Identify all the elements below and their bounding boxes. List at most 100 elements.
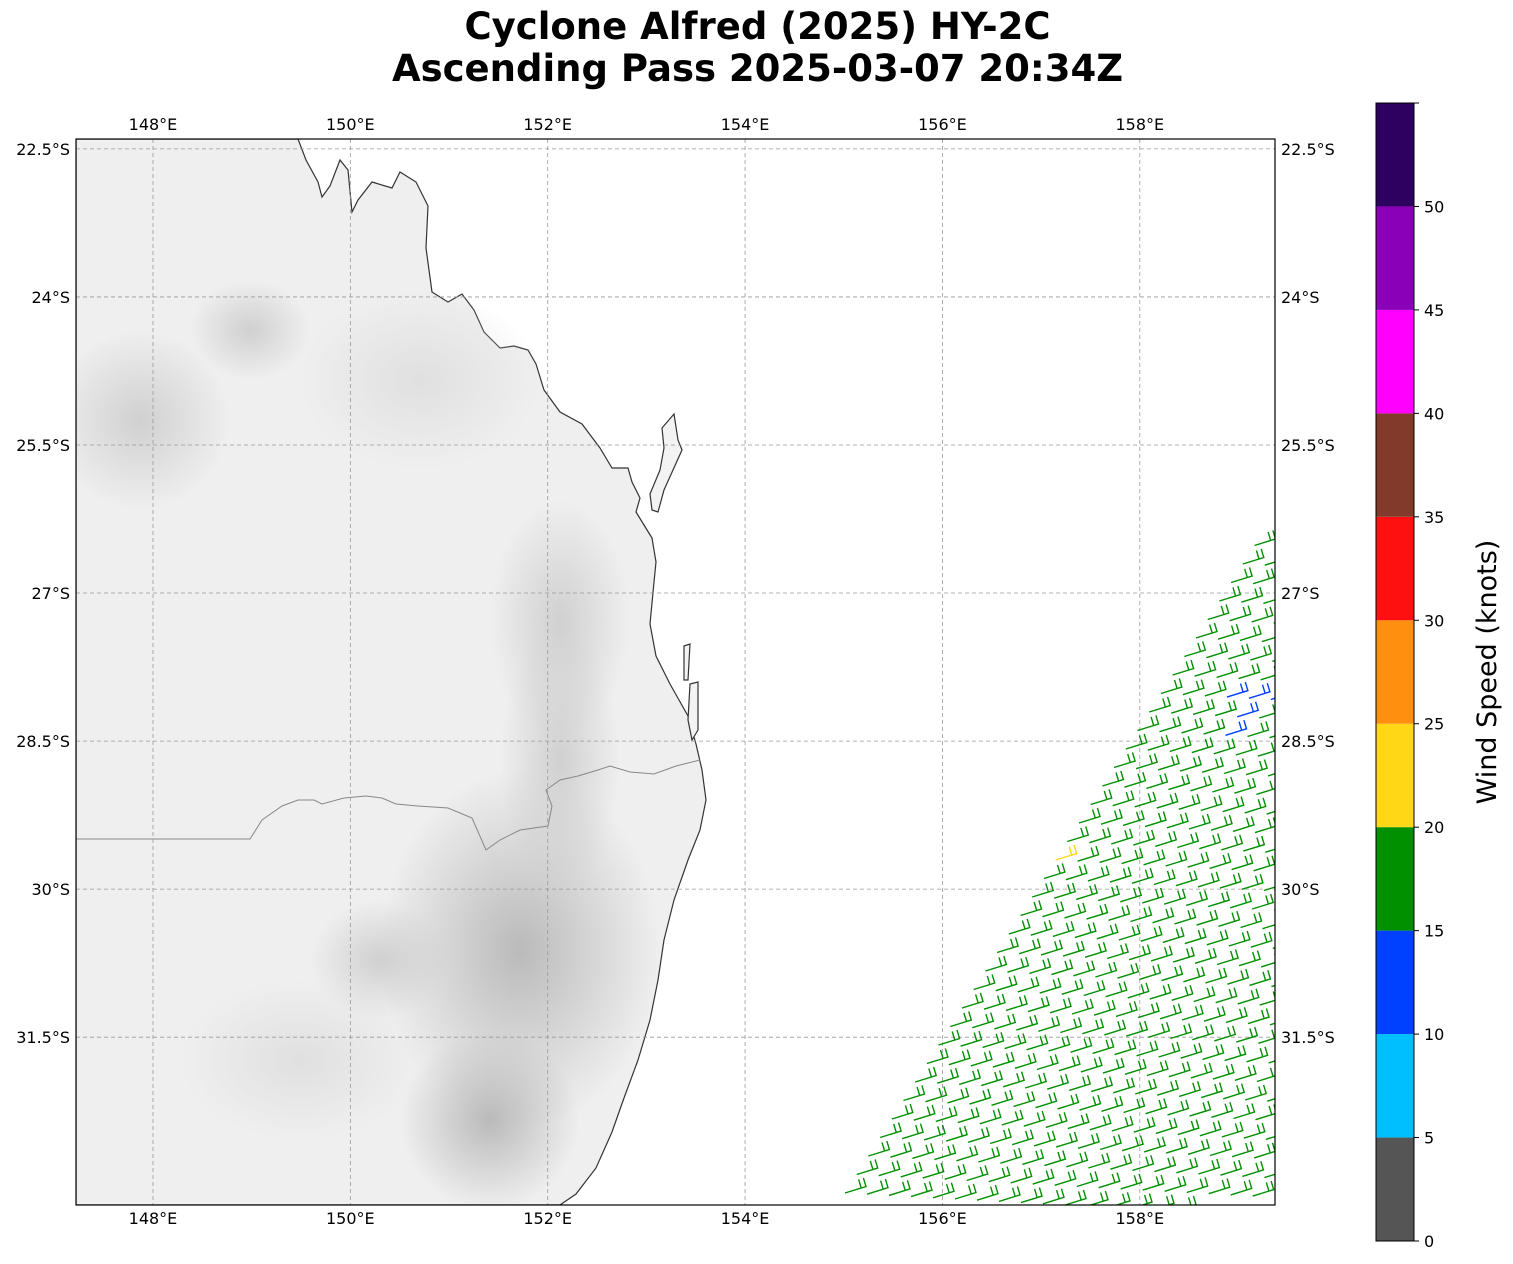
wind-barb-icon bbox=[1145, 1098, 1168, 1115]
wind-barb-icon bbox=[1215, 987, 1238, 1004]
wind-barb-icon bbox=[944, 1163, 967, 1180]
wind-barb-icon bbox=[1195, 622, 1218, 639]
wind-barb-icon bbox=[1249, 970, 1272, 987]
wind-barb-icon bbox=[1208, 1178, 1231, 1195]
wind-barb-icon bbox=[1011, 1129, 1034, 1146]
wind-barb-icon bbox=[1166, 812, 1189, 829]
wind-barb-icon bbox=[1070, 1036, 1093, 1053]
colorbar-tick-label-4: 20 bbox=[1424, 818, 1444, 837]
wind-barb-icon bbox=[1090, 1076, 1114, 1093]
wind-barb-icon bbox=[995, 975, 1018, 992]
wind-barb-icon bbox=[1150, 945, 1173, 962]
wind-barb-icon bbox=[1170, 1023, 1193, 1040]
wind-barb-icon bbox=[1131, 867, 1154, 884]
lat-tick-left-3: 27°S bbox=[31, 584, 70, 603]
wind-barb-icon bbox=[1144, 811, 1167, 828]
wind-barb-icon bbox=[1157, 754, 1180, 771]
wind-barb-icon bbox=[1177, 832, 1200, 849]
lat-tick-left-5: 30°S bbox=[31, 880, 70, 899]
wind-barb-icon bbox=[1168, 1061, 1191, 1078]
wind-barb-icon bbox=[1053, 882, 1077, 899]
wind-barb-icon bbox=[1089, 827, 1112, 844]
wind-barb-icon bbox=[1126, 1020, 1149, 1037]
wind-barb-icon bbox=[1102, 770, 1125, 787]
wind-barb-icon bbox=[1123, 1097, 1146, 1114]
wind-barb-icon bbox=[1080, 1056, 1103, 1073]
wind-barb-icon bbox=[1065, 864, 1088, 881]
wind-barb-icon bbox=[1089, 1114, 1112, 1131]
wind-barb-icon bbox=[1016, 1014, 1039, 1031]
wind-barb-icon bbox=[1124, 771, 1147, 788]
wind-barb-icon bbox=[913, 1104, 936, 1121]
wind-barb-icon bbox=[1200, 1082, 1224, 1099]
wind-barb-icon bbox=[1024, 1072, 1048, 1089]
wind-barb-icon bbox=[1035, 1092, 1058, 1109]
wind-barb-icon bbox=[1049, 997, 1072, 1014]
wind-barb-icon bbox=[1194, 947, 1217, 964]
wind-barb-icon bbox=[912, 1143, 935, 1160]
wind-barb-icon bbox=[1272, 946, 1275, 950]
wind-barb-icon bbox=[1264, 561, 1275, 566]
wind-barb-icon bbox=[1250, 644, 1273, 661]
wind-barb-icon bbox=[1184, 641, 1207, 658]
wind-barb-icon bbox=[1182, 679, 1205, 696]
wind-barb-icon bbox=[1076, 1171, 1099, 1188]
colorbar-tick-label-9: 45 bbox=[1424, 301, 1444, 320]
wind-barb-icon bbox=[1100, 808, 1123, 825]
wind-barb-icon bbox=[844, 1177, 867, 1194]
wind-barb-icon bbox=[1230, 1179, 1253, 1196]
colorbar-bin-3 bbox=[1376, 827, 1414, 931]
wind-barb-icon bbox=[1148, 1021, 1171, 1038]
wind-barb-icon bbox=[1242, 1161, 1265, 1178]
wind-barb-icon bbox=[1167, 1099, 1190, 1116]
wind-barb-icon bbox=[925, 1086, 948, 1103]
wind-barb-icon bbox=[996, 937, 1019, 954]
wind-barb-icon bbox=[1199, 1120, 1222, 1137]
wind-barb-icon bbox=[1190, 775, 1213, 792]
wind-barb-icon bbox=[1140, 925, 1163, 942]
wind-barb-icon bbox=[1178, 1081, 1202, 1098]
wind-barb-icon bbox=[1153, 869, 1176, 886]
wind-barb-icon bbox=[1134, 1078, 1158, 1095]
wind-barb-icon bbox=[1014, 1052, 1037, 1069]
wind-barb-icon bbox=[1032, 1168, 1055, 1185]
wind-barb-icon bbox=[1187, 851, 1210, 868]
wind-barb-icon bbox=[1112, 1077, 1136, 1094]
wind-barb-icon bbox=[1074, 922, 1097, 939]
wind-barb-icon bbox=[1004, 1033, 1027, 1050]
wind-barb-icon bbox=[985, 955, 1008, 972]
wind-barb-icon bbox=[1180, 1042, 1203, 1059]
wind-barb-icon bbox=[1206, 929, 1229, 946]
wind-barb-icon bbox=[1159, 716, 1182, 733]
stradbroke-island bbox=[687, 681, 699, 742]
wind-barb-icon bbox=[1134, 791, 1157, 808]
lat-tick-right-5: 30°S bbox=[1281, 880, 1320, 899]
colorbar-bin-9 bbox=[1376, 206, 1414, 310]
colorbar-tick-label-1: 5 bbox=[1424, 1129, 1434, 1148]
wind-barb-icon bbox=[1005, 995, 1028, 1012]
wind-barb-icon bbox=[1148, 696, 1172, 713]
wind-barb-icon bbox=[1043, 863, 1066, 880]
wind-barb-icon bbox=[1277, 819, 1298, 834]
wind-barb-icon bbox=[1205, 967, 1228, 984]
wind-barb-icon bbox=[957, 1107, 980, 1124]
wind-barb-icon bbox=[1099, 1134, 1122, 1151]
wind-barb-icon bbox=[1250, 931, 1273, 948]
wind-barb-icon bbox=[879, 1122, 902, 1139]
wind-barb-icon bbox=[1040, 939, 1063, 956]
wind-barb-icon bbox=[1197, 871, 1220, 888]
colorbar-tick-label-6: 30 bbox=[1424, 611, 1444, 630]
colorbar-bin-10 bbox=[1376, 103, 1414, 207]
colorbar-bin-7 bbox=[1376, 413, 1414, 517]
wind-barb-swath bbox=[844, 530, 1298, 1205]
wind-barb-icon bbox=[1201, 756, 1224, 773]
wind-barb-icon bbox=[1106, 943, 1129, 960]
colorbar-bin-0 bbox=[1376, 1137, 1414, 1241]
wind-barb-icon bbox=[1244, 797, 1267, 814]
colorbar-bin-6 bbox=[1376, 516, 1414, 621]
wind-barb-icon bbox=[1233, 1103, 1256, 1120]
lon-tick-bottom-1: 150°E bbox=[326, 1209, 375, 1228]
wind-barb-icon bbox=[1165, 1137, 1188, 1154]
wind-barb-icon bbox=[1207, 604, 1230, 621]
wind-barb-icon bbox=[1161, 965, 1184, 982]
